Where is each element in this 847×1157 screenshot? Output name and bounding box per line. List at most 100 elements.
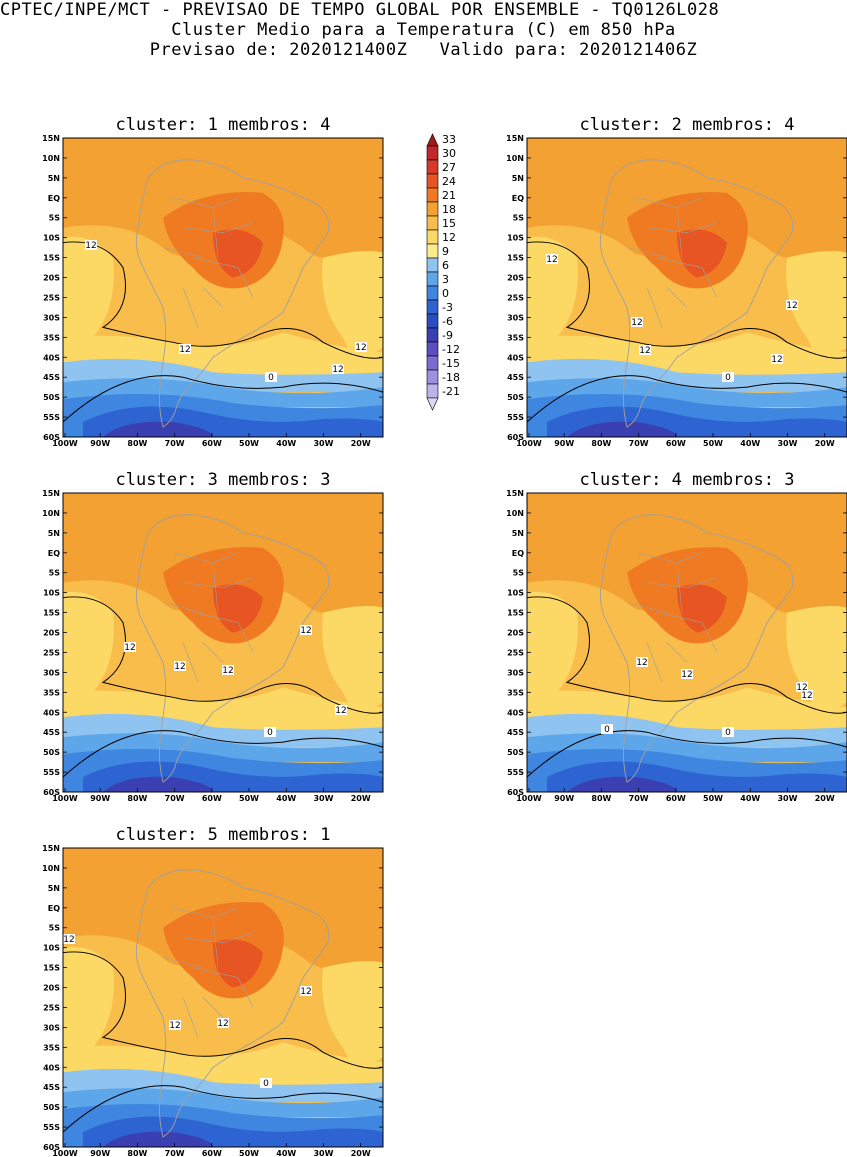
colorbar-swatch	[426, 369, 439, 385]
latitude-label: 20S	[43, 984, 60, 993]
contour-label: 0	[263, 1079, 269, 1089]
colorbar-tick-label: 0	[442, 287, 449, 300]
latitude-label: 55S	[43, 1123, 60, 1132]
contour-label: 0	[604, 725, 610, 735]
contour-label: 12	[217, 1019, 228, 1029]
contour-label-bg	[174, 661, 186, 671]
panel-title: cluster: 5 membros: 1	[116, 825, 331, 845]
longitude-label: 80W	[127, 1149, 147, 1157]
contour-label: 12	[222, 666, 233, 676]
colorbar-tick-label: -12	[442, 343, 460, 356]
longitude-label: 30W	[313, 794, 333, 803]
latitude-label: 50S	[507, 393, 524, 402]
contour-label: 12	[631, 318, 642, 328]
latitude-label: EQ	[48, 904, 60, 913]
contour-label: 12	[639, 346, 650, 356]
latitude-label: 25S	[507, 648, 524, 657]
temperature-field	[63, 848, 383, 1147]
latitude-label: 30S	[43, 668, 60, 677]
contour-label: 12	[801, 691, 812, 701]
longitude-label: 40W	[740, 794, 760, 803]
contour-label: 12	[124, 643, 135, 653]
map-frame	[62, 137, 384, 438]
longitude-label: 20W	[351, 1149, 371, 1157]
latitude-label: 5N	[512, 529, 524, 538]
contour-label-bg	[796, 682, 808, 692]
colorbar-tick-label: 12	[442, 231, 456, 244]
longitude-label: 80W	[127, 439, 147, 448]
latitude-label: 10N	[506, 509, 524, 518]
latitude-label: 10N	[42, 509, 60, 518]
latitude-label: 55S	[507, 413, 524, 422]
colorbar-swatch	[426, 159, 439, 175]
latitude-label: 5N	[48, 174, 60, 183]
latitude-label: 5S	[513, 214, 525, 223]
latitude-label: 15S	[507, 609, 524, 618]
temperature-field	[63, 493, 383, 792]
contour-label-bg	[63, 934, 75, 944]
longitude-label: 90W	[90, 794, 110, 803]
colorbar-tick-label: 9	[442, 245, 449, 258]
latitude-label: 40S	[507, 353, 524, 362]
temperature-field	[63, 138, 383, 437]
latitude-label: 25S	[43, 293, 60, 302]
contour-label: 0	[725, 373, 731, 383]
latitude-label: 25S	[43, 1003, 60, 1012]
isotherm-contour	[62, 730, 384, 778]
colorbar-swatch	[426, 313, 439, 329]
longitude-label: 100W	[52, 1149, 78, 1157]
contour-label: 0	[268, 373, 274, 383]
isotherm-contour	[62, 375, 384, 423]
contour-label-bg	[222, 665, 234, 675]
latitude-label: 60S	[43, 1143, 60, 1152]
latitude-label: 15S	[43, 609, 60, 618]
contour-label: 0	[267, 728, 273, 738]
latitude-label: 5S	[49, 924, 61, 933]
contour-label-bg	[300, 986, 312, 996]
contour-label: 12	[300, 987, 311, 997]
contour-label: 12	[796, 683, 807, 693]
longitude-label: 50W	[703, 439, 723, 448]
longitude-label: 50W	[239, 1149, 259, 1157]
contour-label-bg	[681, 669, 693, 679]
contour-label-bg	[546, 254, 558, 264]
latitude-label: 10S	[507, 234, 524, 243]
latitude-label: 60S	[43, 433, 60, 442]
colorbar-swatch	[426, 243, 439, 259]
colorbar-swatch	[426, 271, 439, 287]
colorbar-swatch	[426, 215, 439, 231]
isotherm-contour	[62, 1085, 384, 1133]
latitude-label: 10S	[507, 589, 524, 598]
colorbar-swatch	[426, 327, 439, 343]
latitude-label: 40S	[507, 708, 524, 717]
contour-label-bg	[722, 372, 734, 382]
latitude-label: 35S	[507, 333, 524, 342]
longitude-label: 50W	[703, 794, 723, 803]
latitude-label: 40S	[43, 353, 60, 362]
latitude-label: 15N	[506, 134, 524, 143]
contour-label-bg	[264, 727, 276, 737]
latitude-label: EQ	[48, 194, 60, 203]
panel-title: cluster: 4 membros: 3	[580, 470, 795, 490]
longitude-label: 100W	[52, 439, 78, 448]
latitude-label: 50S	[43, 393, 60, 402]
temperature-field	[527, 138, 847, 437]
longitude-label: 60W	[202, 439, 222, 448]
latitude-label: 40S	[43, 1063, 60, 1072]
latitude-label: 15S	[507, 254, 524, 263]
contour-label: 12	[85, 241, 96, 251]
colorbar-swatch	[426, 341, 439, 357]
colorbar-swatch	[426, 229, 439, 245]
colorbar-tick-label: -15	[442, 357, 460, 370]
contour-label-bg	[260, 1078, 272, 1088]
colorbar-tick-label: 15	[442, 217, 456, 230]
latitude-label: 5N	[512, 174, 524, 183]
contour-label: 12	[332, 365, 343, 375]
contour-label: 12	[771, 355, 782, 365]
contour-label: 12	[546, 255, 557, 265]
latitude-label: 20S	[43, 274, 60, 283]
contour-label: 12	[355, 343, 366, 353]
map-frame	[526, 492, 847, 793]
